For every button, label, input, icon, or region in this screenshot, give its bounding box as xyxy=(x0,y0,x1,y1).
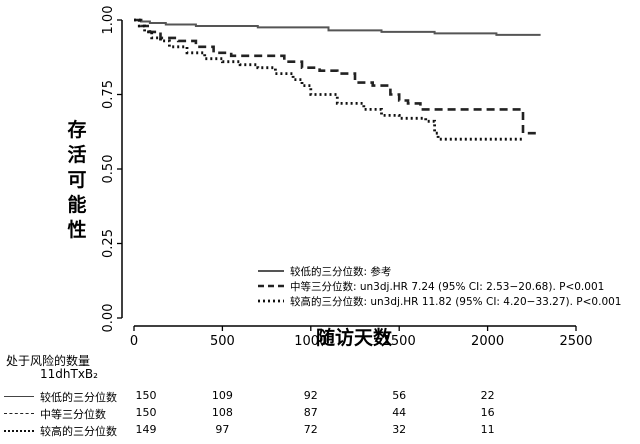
risk-row-line-dotted xyxy=(4,430,34,432)
y-tick-label: 1.00 xyxy=(101,6,116,35)
risk-row-value: 92 xyxy=(303,389,318,402)
y-axis-label-char: 可 xyxy=(67,169,87,191)
risk-table-row: 较低的三分位数 150 109 92 56 22 xyxy=(0,389,640,405)
risk-row-value: 108 xyxy=(211,406,233,419)
survival-curve-solid xyxy=(134,19,541,36)
y-axis-label-char: 活 xyxy=(67,144,87,166)
x-tick-label: 1500 xyxy=(383,334,416,349)
risk-row-value: 44 xyxy=(392,406,407,419)
y-axis-label: 存活可能性 xyxy=(60,118,94,243)
risk-table-row: 较高的三分位数 149 97 72 32 11 xyxy=(0,423,640,439)
risk-row-value: 32 xyxy=(392,423,407,436)
x-tick-label: 0 xyxy=(130,334,138,349)
risk-row-line-dashed xyxy=(4,413,34,414)
risk-row-value: 150 xyxy=(135,406,157,419)
y-tick-label: 0.00 xyxy=(101,304,116,333)
risk-row-label: 较高的三分位数 xyxy=(40,425,117,438)
risk-row-value: 22 xyxy=(480,389,495,402)
y-tick-label: 0.50 xyxy=(101,155,116,184)
risk-row-value: 87 xyxy=(303,406,318,419)
risk-table-subtitle: 11dhTxB₂ xyxy=(40,367,98,381)
risk-row-value: 149 xyxy=(135,423,157,436)
x-tick-label: 1000 xyxy=(294,334,327,349)
survival-curve-dotted xyxy=(134,18,523,141)
y-axis-label-char: 存 xyxy=(67,119,87,141)
risk-table: 处于风险的数量 11dhTxB₂ 较低的三分位数 150 109 92 56 22 中等三分… xyxy=(0,352,640,444)
x-tick-label: 2000 xyxy=(471,334,504,349)
risk-row-value: 72 xyxy=(303,423,318,436)
axes: 0 500 1000 1500 2000 2500 0.00 0.25 0.50 0.75 1.00 xyxy=(101,6,593,349)
x-axis-label: 随访天数 xyxy=(316,326,393,349)
y-tick-label: 0.25 xyxy=(101,229,116,258)
risk-row-value: 97 xyxy=(215,423,230,436)
legend-label: 中等三分位数: un3dj.HR 7.24 (95% CI: 2.53−20.6… xyxy=(290,280,604,293)
legend-label: 较高的三分位数: un3dj.HR 11.82 (95% CI: 4.20−33… xyxy=(290,295,621,308)
risk-row-value: 16 xyxy=(480,406,495,419)
risk-table-row: 中等三分位数 150 108 87 44 16 xyxy=(0,406,640,422)
risk-row-line-solid xyxy=(4,396,34,397)
risk-table-title: 处于风险的数量 xyxy=(6,354,91,368)
survival-chart: 0 500 1000 1500 2000 2500 0.00 0.25 0.50 0.75 1.00… xyxy=(101,6,621,349)
risk-row-value: 11 xyxy=(480,423,495,436)
x-tick-label: 2500 xyxy=(559,334,592,349)
y-axis-label-char: 能 xyxy=(67,194,87,216)
x-tick-label: 500 xyxy=(210,334,235,349)
legend-label: 较低的三分位数: 参考 xyxy=(290,265,391,278)
risk-row-label: 较低的三分位数 xyxy=(40,391,117,404)
risk-row-label: 中等三分位数 xyxy=(40,408,106,421)
risk-row-value: 150 xyxy=(135,389,157,402)
risk-row-value: 109 xyxy=(211,389,233,402)
survival-curves xyxy=(134,18,541,141)
risk-row-value: 56 xyxy=(392,389,407,402)
y-axis-label-char: 性 xyxy=(67,219,87,241)
survival-curve-dashed xyxy=(134,18,541,135)
y-tick-label: 0.75 xyxy=(101,80,116,109)
